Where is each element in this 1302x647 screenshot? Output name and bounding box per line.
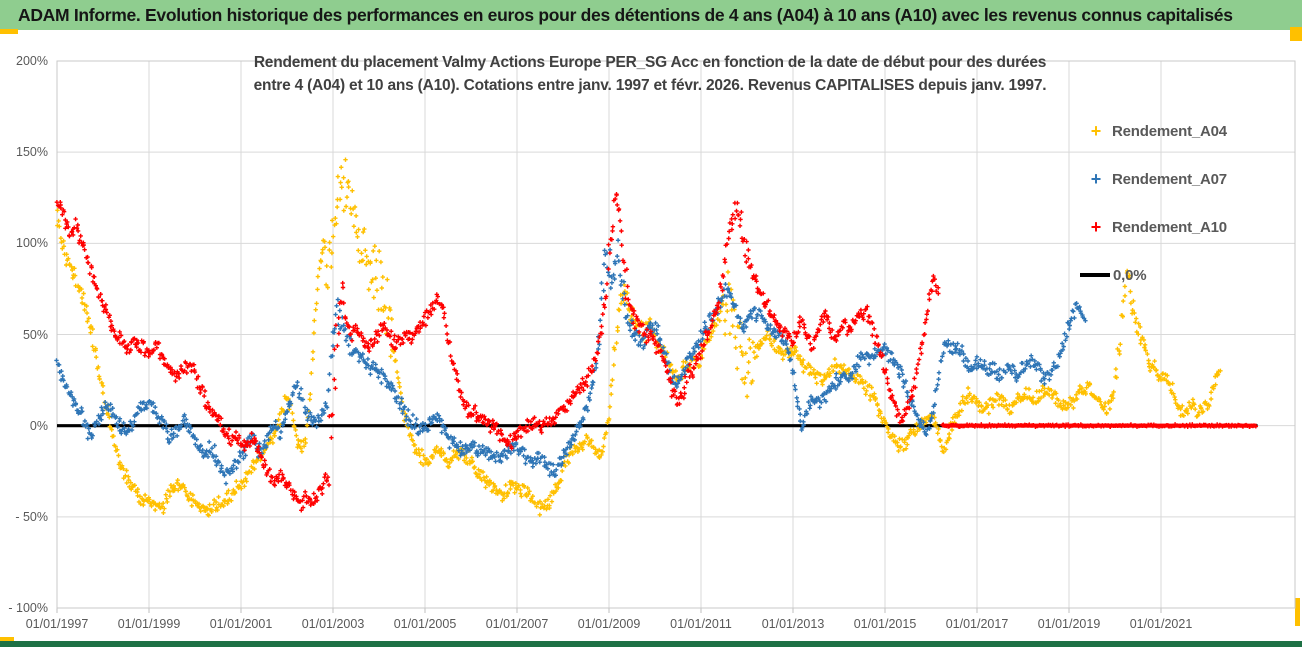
chart-title-line1: Rendement du placement Valmy Actions Eur… — [253, 54, 1047, 71]
y-tick-label: 200% — [16, 54, 48, 68]
legend-item-rendement-a10[interactable]: + Rendement_A10 — [1080, 203, 1290, 251]
plus-marker-icon: + — [1090, 169, 1102, 189]
x-tick-label: 01/01/2007 — [485, 617, 549, 631]
chart-title-line2: entre 4 (A04) et 10 ans (A10). Cotations… — [253, 77, 1047, 94]
header-bar: ADAM Informe. Evolution historique des p… — [0, 0, 1302, 30]
legend-label: Rendement_A07 — [1112, 170, 1227, 188]
plus-marker-icon: + — [1090, 217, 1102, 237]
x-tick-label: 01/01/2009 — [577, 617, 641, 631]
legend-label: 0,0% — [1113, 266, 1147, 284]
plot-border — [56, 60, 1296, 609]
chart-title: Rendement du placement Valmy Actions Eur… — [150, 51, 1150, 97]
legend-item-rendement-a07[interactable]: + Rendement_A07 — [1080, 155, 1290, 203]
x-tick-label: 01/01/2001 — [209, 617, 273, 631]
plus-marker-icon: + — [1090, 121, 1102, 141]
y-tick-label: 100% — [16, 236, 48, 251]
y-tick-label: - 100% — [8, 601, 48, 615]
series-Rendement_A07 — [54, 238, 1088, 486]
line-swatch-icon — [1080, 273, 1110, 277]
gold-accent-bottom-right — [1295, 598, 1300, 626]
window-bottom-bar — [0, 641, 1302, 647]
legend-item-0-0-[interactable]: 0,0% — [1080, 251, 1290, 299]
y-tick-label: 150% — [16, 145, 48, 160]
legend-item-rendement-a04[interactable]: + Rendement_A04 — [1080, 107, 1290, 155]
x-tick-label: 01/01/1997 — [25, 617, 89, 631]
y-tick-label: - 50% — [15, 509, 48, 524]
x-tick-label: 01/01/2011 — [670, 617, 732, 631]
legend-label: Rendement_A10 — [1112, 218, 1227, 236]
gold-accent-top-right — [1290, 27, 1302, 41]
x-tick-label: 01/01/1999 — [117, 617, 181, 631]
series-Rendement_A10 — [54, 192, 1258, 513]
y-tick-label: 50% — [22, 327, 48, 342]
chart-legend: + Rendement_A04 + Rendement_A07 + Rendement_A… — [1080, 107, 1290, 299]
x-tick-label: 01/01/2021 — [1129, 617, 1193, 631]
x-tick-label: 01/01/2019 — [1037, 617, 1101, 631]
x-tick-label: 01/01/2015 — [853, 617, 917, 631]
page-title: ADAM Informe. Evolution historique des p… — [18, 4, 1233, 25]
x-tick-label: 01/01/2003 — [301, 617, 365, 631]
gold-accent-top-left — [0, 29, 18, 34]
x-tick-label: 01/01/2005 — [393, 617, 457, 631]
legend-label: Rendement_A04 — [1112, 122, 1227, 140]
x-tick-label: 01/01/2013 — [761, 617, 825, 631]
x-tick-label: 01/01/2017 — [945, 617, 1009, 631]
y-tick-label: 0% — [29, 418, 48, 433]
